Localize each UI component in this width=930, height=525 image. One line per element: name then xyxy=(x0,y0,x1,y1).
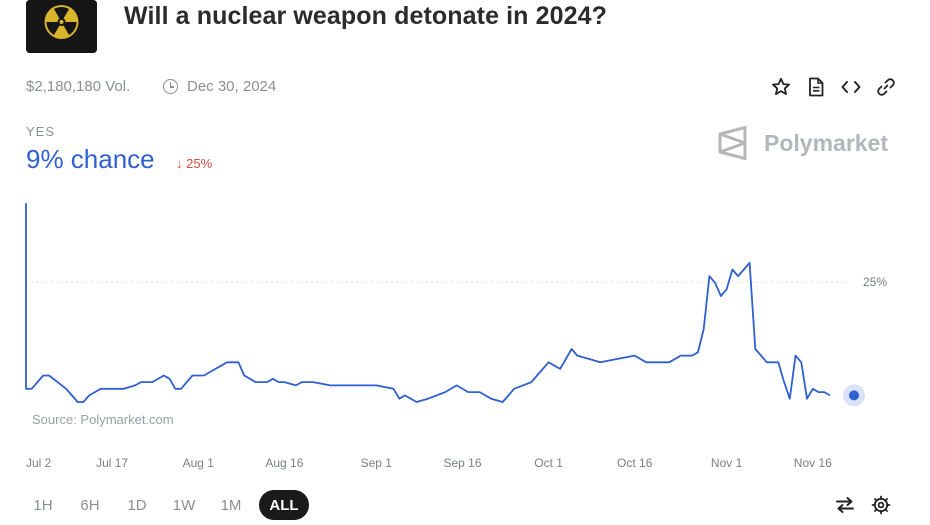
brand-name: Polymarket xyxy=(764,129,889,156)
polymarket-logo: Polymarket xyxy=(716,126,888,160)
swap-arrows-icon xyxy=(836,497,854,513)
range-1d[interactable]: 1D xyxy=(127,496,147,514)
chance-value: 9% chance xyxy=(26,144,155,174)
x-tick-label: Jul 17 xyxy=(96,456,128,470)
chart-controls xyxy=(834,494,892,516)
range-1h[interactable]: 1H xyxy=(33,496,53,514)
y-tick-25: 25% xyxy=(863,275,887,289)
clock-icon xyxy=(163,79,178,94)
x-tick-label: Aug 1 xyxy=(183,456,215,470)
radiation-icon xyxy=(26,0,97,53)
settings-button[interactable] xyxy=(870,494,892,516)
x-tick-label: Jul 2 xyxy=(26,456,52,470)
market-actions xyxy=(770,74,897,100)
end-date-text: Dec 30, 2024 xyxy=(187,78,277,95)
polymarket-mark-icon xyxy=(718,126,747,160)
rules-button[interactable] xyxy=(805,74,827,100)
x-tick-label: Nov 16 xyxy=(794,456,832,470)
range-1w[interactable]: 1W xyxy=(172,496,196,514)
range-1m[interactable]: 1M xyxy=(220,496,242,514)
x-tick-label: Oct 1 xyxy=(534,456,563,470)
embed-code-icon xyxy=(841,81,861,93)
settings-gear-icon xyxy=(871,495,891,515)
chance-change: ↓ 25% xyxy=(176,156,213,171)
range-all[interactable]: ALL xyxy=(259,490,309,520)
swap-button[interactable] xyxy=(834,494,856,516)
x-tick-label: Sep 16 xyxy=(443,456,481,470)
page-title: Will a nuclear weapon detonate in 2024? xyxy=(124,2,607,30)
copy-link-button[interactable] xyxy=(875,74,897,100)
x-tick-label: Sep 1 xyxy=(361,456,393,470)
x-tick-label: Nov 1 xyxy=(711,456,743,470)
price-chart: 25% Jul 2 Jul 17 Aug 1 Aug 16 Sep 1 Sep 16 Oct… xyxy=(25,203,887,470)
end-date: Dec 30, 2024 xyxy=(163,78,276,95)
x-tick-label: Oct 16 xyxy=(617,456,653,470)
time-range-selector: 1H 6H 1D 1W 1M ALL xyxy=(24,490,309,520)
bookmark-button[interactable] xyxy=(770,74,792,100)
star-icon xyxy=(772,77,790,95)
link-icon xyxy=(877,78,895,96)
series-line-yes xyxy=(25,203,831,403)
chart-source: Source: Polymarket.com xyxy=(28,411,178,428)
outcome-label: YES xyxy=(26,124,56,139)
current-point xyxy=(849,390,859,401)
embed-button[interactable] xyxy=(840,74,862,100)
volume-text: $2,180,180 Vol. xyxy=(26,78,131,95)
range-6h[interactable]: 6H xyxy=(80,496,100,514)
document-icon xyxy=(809,77,824,97)
x-tick-label: Aug 16 xyxy=(265,456,303,470)
market-thumbnail xyxy=(26,0,97,53)
